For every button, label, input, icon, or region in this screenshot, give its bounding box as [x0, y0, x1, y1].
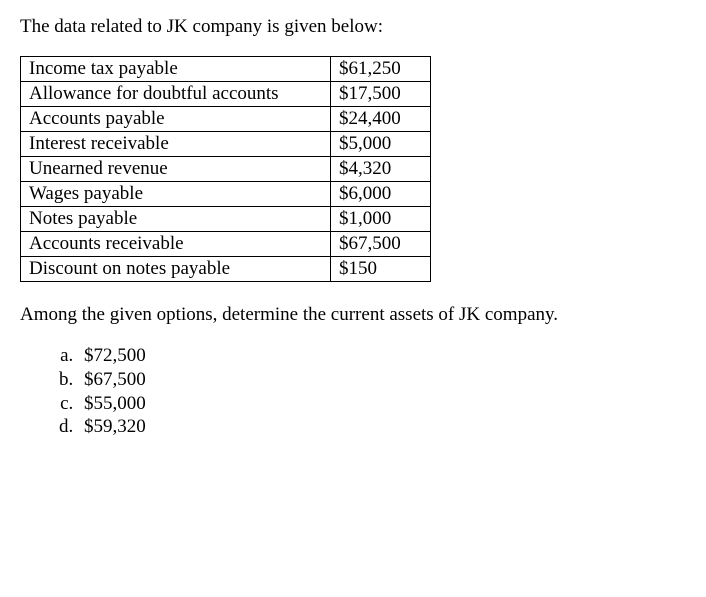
row-value: $1,000	[331, 207, 431, 232]
table-row: Unearned revenue $4,320	[21, 157, 431, 182]
row-value: $5,000	[331, 132, 431, 157]
row-label: Interest receivable	[21, 132, 331, 157]
table-row: Interest receivable $5,000	[21, 132, 431, 157]
table-row: Accounts payable $24,400	[21, 107, 431, 132]
data-table-body: Income tax payable $61,250 Allowance for…	[21, 57, 431, 282]
row-value: $150	[331, 257, 431, 282]
table-row: Notes payable $1,000	[21, 207, 431, 232]
table-row: Accounts receivable $67,500	[21, 232, 431, 257]
option-c: $55,000	[78, 392, 686, 416]
row-value: $17,500	[331, 82, 431, 107]
row-label: Accounts receivable	[21, 232, 331, 257]
data-table: Income tax payable $61,250 Allowance for…	[20, 56, 431, 282]
row-value: $24,400	[331, 107, 431, 132]
intro-text: The data related to JK company is given …	[20, 16, 686, 38]
table-row: Income tax payable $61,250	[21, 57, 431, 82]
options-list: $72,500 $67,500 $55,000 $59,320	[20, 344, 686, 439]
table-row: Wages payable $6,000	[21, 182, 431, 207]
row-value: $6,000	[331, 182, 431, 207]
option-d: $59,320	[78, 415, 686, 439]
row-value: $4,320	[331, 157, 431, 182]
option-b: $67,500	[78, 368, 686, 392]
row-value: $61,250	[331, 57, 431, 82]
row-value: $67,500	[331, 232, 431, 257]
row-label: Accounts payable	[21, 107, 331, 132]
row-label: Allowance for doubtful accounts	[21, 82, 331, 107]
row-label: Unearned revenue	[21, 157, 331, 182]
row-label: Notes payable	[21, 207, 331, 232]
question-text: Among the given options, determine the c…	[20, 304, 686, 326]
row-label: Wages payable	[21, 182, 331, 207]
table-row: Allowance for doubtful accounts $17,500	[21, 82, 431, 107]
row-label: Income tax payable	[21, 57, 331, 82]
row-label: Discount on notes payable	[21, 257, 331, 282]
option-a: $72,500	[78, 344, 686, 368]
table-row: Discount on notes payable $150	[21, 257, 431, 282]
